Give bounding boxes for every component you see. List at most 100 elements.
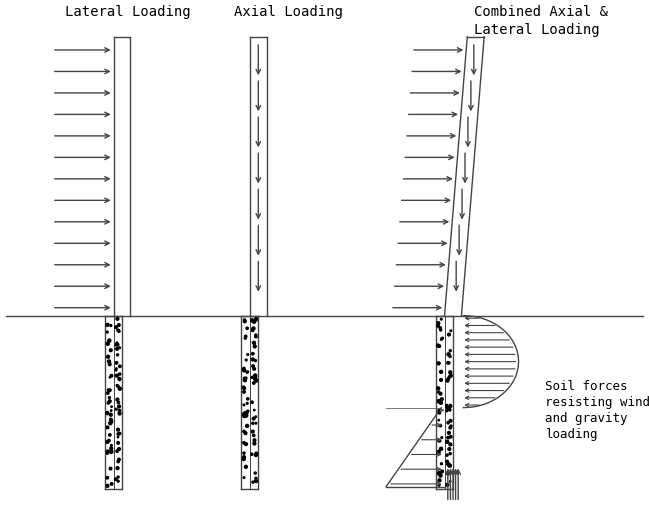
Point: [437, 395, 447, 403]
Point: [112, 371, 122, 380]
Point: [436, 335, 447, 343]
Text: Combined Axial &
Lateral Loading: Combined Axial & Lateral Loading: [474, 5, 607, 37]
Point: [250, 373, 260, 381]
Point: [437, 334, 447, 342]
Point: [251, 474, 261, 482]
Point: [435, 471, 446, 480]
Point: [251, 377, 262, 385]
Point: [106, 346, 116, 355]
Point: [113, 473, 123, 481]
Point: [239, 364, 249, 372]
Point: [239, 388, 249, 396]
Point: [443, 404, 453, 413]
Point: [114, 321, 124, 329]
Point: [113, 326, 123, 335]
Point: [240, 429, 251, 438]
Point: [247, 373, 257, 382]
Point: [238, 365, 249, 373]
Point: [243, 368, 253, 376]
Point: [443, 350, 454, 359]
Point: [239, 427, 249, 436]
Point: [250, 469, 260, 477]
Point: [434, 448, 444, 456]
Point: [102, 409, 112, 417]
Point: [249, 318, 260, 326]
Point: [247, 326, 258, 335]
Point: [249, 439, 260, 448]
Point: [445, 440, 456, 449]
Point: [442, 376, 452, 385]
Point: [239, 376, 250, 385]
Point: [251, 449, 262, 458]
Point: [105, 464, 116, 473]
Point: [114, 456, 124, 464]
Point: [113, 433, 123, 441]
Point: [434, 342, 445, 350]
Point: [113, 457, 123, 466]
Point: [239, 439, 249, 447]
Point: [106, 402, 117, 411]
Point: [445, 449, 456, 458]
Point: [111, 405, 121, 413]
Point: [443, 419, 454, 427]
Point: [113, 382, 123, 390]
Point: [113, 430, 123, 438]
Point: [106, 480, 117, 488]
Point: [111, 366, 121, 375]
Point: [114, 370, 125, 378]
Point: [103, 339, 113, 348]
Point: [111, 340, 121, 349]
Point: [241, 374, 251, 382]
Point: [248, 427, 258, 436]
Text: Lateral Loading: Lateral Loading: [65, 5, 191, 19]
Point: [104, 373, 115, 381]
Point: [112, 447, 123, 456]
Point: [249, 325, 259, 333]
Text: Axial Loading: Axial Loading: [234, 5, 343, 19]
Point: [247, 373, 258, 381]
Point: [114, 429, 125, 438]
Point: [243, 394, 253, 403]
Point: [239, 449, 249, 457]
Point: [102, 473, 112, 482]
Text: Soil forces
resisting wind
and gravity
loading: Soil forces resisting wind and gravity l…: [545, 380, 649, 441]
Point: [444, 403, 454, 412]
Point: [441, 407, 452, 415]
Point: [241, 332, 251, 341]
Point: [434, 385, 444, 393]
Point: [110, 475, 121, 483]
Point: [106, 416, 116, 424]
Point: [114, 375, 125, 383]
Point: [443, 433, 453, 442]
Point: [251, 316, 261, 324]
Point: [112, 351, 123, 359]
Point: [249, 341, 260, 350]
Point: [444, 372, 454, 381]
Point: [434, 388, 444, 397]
Point: [104, 386, 115, 394]
Point: [103, 352, 114, 361]
Point: [104, 360, 115, 369]
Point: [241, 409, 252, 417]
Point: [114, 343, 125, 352]
Point: [435, 399, 446, 407]
Point: [444, 461, 454, 470]
Point: [250, 375, 260, 383]
Point: [113, 439, 123, 447]
Point: [243, 407, 253, 416]
Point: [106, 407, 116, 415]
Point: [442, 403, 452, 411]
Point: [115, 385, 125, 393]
Point: [104, 357, 114, 366]
Point: [113, 398, 123, 407]
Point: [242, 422, 252, 430]
Point: [238, 383, 249, 392]
Point: [434, 407, 444, 415]
Point: [112, 464, 123, 472]
Point: [114, 409, 125, 418]
Point: [242, 399, 252, 408]
Point: [433, 319, 443, 327]
Point: [434, 468, 445, 477]
Point: [104, 393, 115, 402]
Point: [248, 478, 258, 487]
